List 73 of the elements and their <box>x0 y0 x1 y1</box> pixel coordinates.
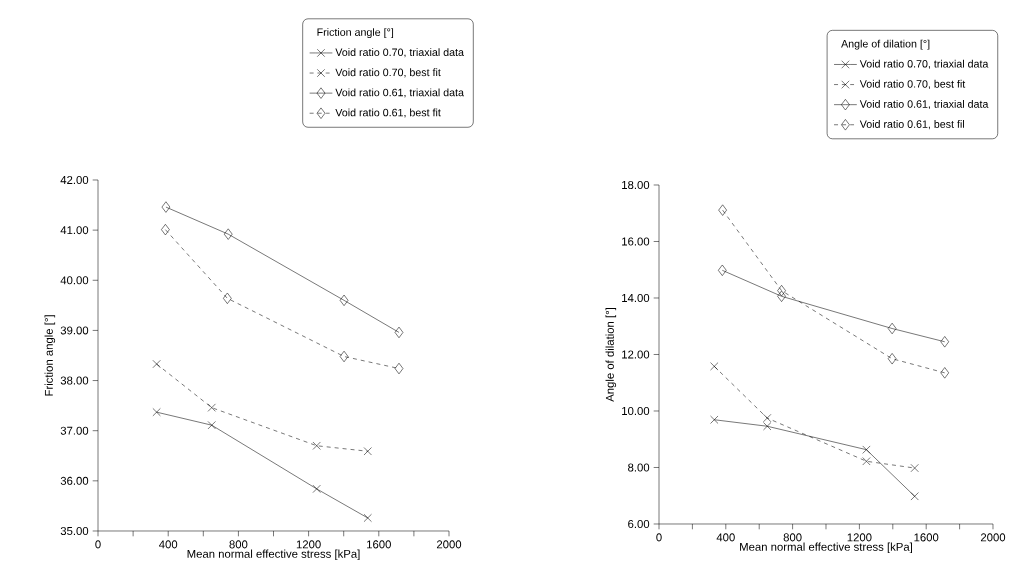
y-tick-label: 12.00 <box>622 350 650 359</box>
point <box>777 290 786 302</box>
point <box>312 441 321 450</box>
y-tick-label: 35.00 <box>60 526 89 535</box>
point <box>910 492 919 501</box>
x-tick-label: 2000 <box>436 540 462 549</box>
point <box>763 414 772 423</box>
point <box>710 415 719 424</box>
x-tick-label: 1600 <box>367 540 391 549</box>
point <box>887 353 897 365</box>
point <box>363 513 372 522</box>
legend-label: Void ratio 0.61, best fit <box>335 108 441 118</box>
point <box>161 224 170 236</box>
point <box>763 422 772 431</box>
point <box>910 464 919 473</box>
point <box>710 362 719 371</box>
legend-label: Void ratio 0.61, triaxial data <box>859 99 989 110</box>
x-tick-label: 800 <box>783 533 802 542</box>
y-tick-label: 40.00 <box>60 276 89 285</box>
x-tick-label: 400 <box>159 540 178 549</box>
legend-label: Void ratio 0.70, triaxial data <box>335 48 464 58</box>
legend-title: Angle of dilation [°] <box>841 39 930 50</box>
y-tick-label: 36.00 <box>60 476 89 485</box>
y-tick-label: 8.00 <box>628 463 650 472</box>
point <box>887 322 897 335</box>
legend-label: Void ratio 0.70, best fit <box>859 79 966 89</box>
legend-label: Void ratio 0.70, triaxial data <box>859 59 989 69</box>
legend-label: Void ratio 0.61, triaxial data <box>335 88 464 98</box>
y-tick-label: 41.00 <box>60 226 89 235</box>
point <box>152 359 161 369</box>
x-tick-label: 0 <box>95 540 101 549</box>
point <box>207 421 216 430</box>
y-tick-label: 14.00 <box>622 293 650 302</box>
y-tick-label: 16.00 <box>622 237 650 246</box>
point <box>363 447 372 456</box>
legend-label: Void ratio 0.70, best fit <box>335 68 441 78</box>
y-tick-label: 10.00 <box>622 406 650 415</box>
point <box>940 367 950 379</box>
point <box>394 362 404 375</box>
x-tick-label: 400 <box>716 533 735 542</box>
y-tick-label: 37.00 <box>60 426 89 435</box>
point <box>862 457 871 466</box>
y-tick-label: 6.00 <box>628 519 650 528</box>
x-axis-title: Mean normal effective stress [kPa] <box>740 542 912 554</box>
y-tick-label: 38.00 <box>60 376 89 385</box>
x-tick-label: 1200 <box>847 533 872 542</box>
legend-title: Friction angle [°] <box>317 28 394 39</box>
x-tick-label: 0 <box>656 533 662 542</box>
point <box>339 350 349 363</box>
point <box>718 204 727 216</box>
point <box>312 484 321 493</box>
point <box>777 285 786 297</box>
legend-label: Void ratio 0.61, best fil <box>859 120 964 130</box>
point <box>862 445 871 454</box>
y-tick-label: 39.00 <box>60 326 89 335</box>
point <box>223 292 232 304</box>
point <box>161 201 171 213</box>
point <box>339 294 349 306</box>
y-axis-title: Friction angle [°] <box>44 315 56 396</box>
x-tick-label: 1200 <box>296 540 321 549</box>
x-tick-label: 1600 <box>914 533 939 542</box>
point <box>718 264 727 276</box>
x-tick-label: 2000 <box>980 533 1006 542</box>
point <box>223 228 233 240</box>
x-tick-label: 800 <box>229 540 248 549</box>
y-tick-label: 42.00 <box>60 175 89 184</box>
point <box>940 336 950 348</box>
x-axis-title: Mean normal effective stress [kPa] <box>187 549 360 561</box>
y-axis-title: Angle of dilation [°] <box>605 308 617 402</box>
point <box>207 403 216 412</box>
point <box>394 326 404 339</box>
y-tick-label: 18.00 <box>622 180 650 189</box>
point <box>152 408 161 417</box>
